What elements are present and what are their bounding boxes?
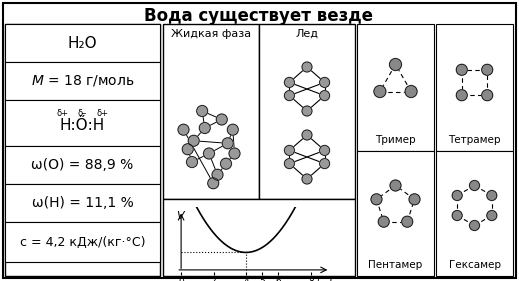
- Circle shape: [178, 124, 189, 135]
- Circle shape: [320, 145, 330, 155]
- Circle shape: [320, 77, 330, 87]
- Circle shape: [182, 144, 193, 155]
- Circle shape: [216, 114, 227, 125]
- Circle shape: [302, 106, 312, 116]
- Text: $t$, °C: $t$, °C: [316, 274, 338, 281]
- Circle shape: [284, 77, 294, 87]
- Circle shape: [212, 169, 223, 180]
- Circle shape: [302, 130, 312, 140]
- Text: Тетрамер: Тетрамер: [448, 135, 501, 145]
- FancyBboxPatch shape: [357, 24, 434, 151]
- Circle shape: [284, 158, 294, 169]
- Circle shape: [208, 178, 218, 189]
- FancyBboxPatch shape: [436, 24, 513, 151]
- FancyBboxPatch shape: [5, 222, 160, 262]
- Circle shape: [186, 157, 198, 167]
- Circle shape: [199, 123, 210, 133]
- Circle shape: [390, 180, 401, 191]
- FancyBboxPatch shape: [3, 3, 516, 278]
- Text: Лед: Лед: [295, 29, 319, 39]
- Text: ω(O) = 88,9 %: ω(O) = 88,9 %: [31, 158, 133, 172]
- Circle shape: [378, 216, 389, 227]
- Circle shape: [284, 145, 294, 155]
- Circle shape: [320, 90, 330, 101]
- Circle shape: [456, 90, 467, 101]
- Circle shape: [470, 221, 480, 230]
- Text: δ+: δ+: [57, 110, 69, 119]
- Circle shape: [371, 194, 382, 205]
- FancyBboxPatch shape: [5, 100, 160, 146]
- FancyBboxPatch shape: [5, 24, 160, 62]
- FancyBboxPatch shape: [436, 151, 513, 276]
- Circle shape: [229, 148, 240, 159]
- Circle shape: [188, 135, 199, 146]
- Circle shape: [482, 64, 493, 75]
- FancyBboxPatch shape: [357, 151, 434, 276]
- Text: $\mathit{M}$ = 18 г/моль: $\mathit{M}$ = 18 г/моль: [31, 74, 134, 89]
- Circle shape: [320, 158, 330, 169]
- Circle shape: [402, 216, 413, 227]
- Circle shape: [452, 210, 462, 221]
- FancyBboxPatch shape: [5, 184, 160, 222]
- Circle shape: [203, 148, 214, 159]
- Circle shape: [456, 64, 467, 75]
- FancyBboxPatch shape: [163, 199, 355, 276]
- Text: H₂O: H₂O: [67, 35, 98, 51]
- Circle shape: [302, 62, 312, 72]
- Circle shape: [197, 105, 208, 117]
- Circle shape: [389, 58, 402, 71]
- Circle shape: [284, 90, 294, 101]
- Text: δ–: δ–: [78, 110, 87, 119]
- Text: $V$: $V$: [176, 209, 187, 221]
- FancyBboxPatch shape: [5, 24, 160, 276]
- Circle shape: [405, 85, 417, 98]
- Circle shape: [487, 210, 497, 221]
- FancyBboxPatch shape: [5, 146, 160, 184]
- Text: Пентамер: Пентамер: [368, 260, 422, 270]
- Circle shape: [374, 85, 386, 98]
- Text: H:Ő:H: H:Ő:H: [60, 117, 105, 133]
- Circle shape: [482, 90, 493, 101]
- Circle shape: [470, 180, 480, 191]
- Circle shape: [487, 191, 497, 201]
- Text: c = 4,2 кДж/(кг·°C): c = 4,2 кДж/(кг·°C): [20, 235, 145, 248]
- Text: δ+: δ+: [97, 110, 108, 119]
- Circle shape: [409, 194, 420, 205]
- Circle shape: [302, 174, 312, 184]
- Text: Гексамер: Гексамер: [448, 260, 500, 270]
- Text: Вода существует везде: Вода существует везде: [144, 7, 374, 25]
- FancyBboxPatch shape: [163, 24, 259, 199]
- Circle shape: [227, 124, 238, 135]
- Circle shape: [221, 158, 231, 169]
- Text: Тример: Тример: [375, 135, 416, 145]
- Text: ω(H) = 11,1 %: ω(H) = 11,1 %: [32, 196, 133, 210]
- Text: Жидкая фаза: Жидкая фаза: [171, 29, 251, 39]
- Circle shape: [222, 138, 233, 149]
- Circle shape: [452, 191, 462, 201]
- FancyBboxPatch shape: [259, 24, 355, 199]
- FancyBboxPatch shape: [5, 62, 160, 100]
